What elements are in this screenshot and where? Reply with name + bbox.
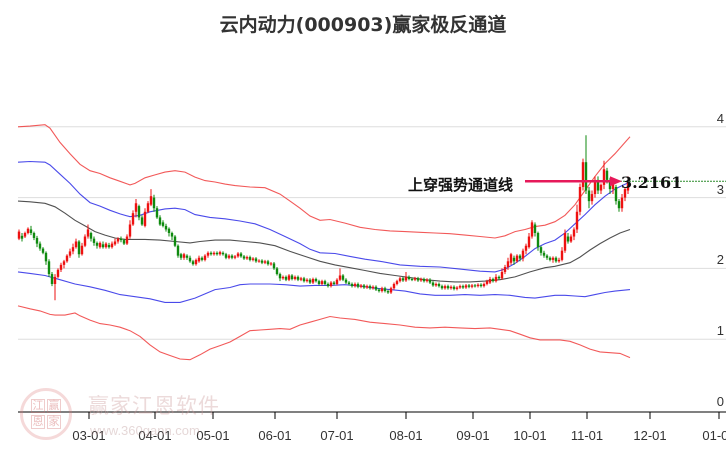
y-tick-label: 0: [716, 394, 724, 409]
y-tick-label: 3: [716, 181, 724, 197]
x-tick-label: 11-01: [570, 428, 604, 443]
outer_upper-line: [17, 124, 631, 239]
watermark-logo: 江 赢 恩 家: [20, 388, 72, 440]
watermark-logo-char: 江: [31, 399, 45, 413]
watermark-text: 赢家江恩软件: [88, 394, 220, 418]
x-tick-label: 12-01: [633, 428, 667, 443]
grid-lines: [18, 126, 726, 340]
y-tick-label: 1: [716, 323, 724, 339]
y-tick-label: 2: [716, 252, 724, 268]
watermark-logo-char: 恩: [31, 415, 45, 429]
inner_upper-line: [17, 160, 631, 273]
x-tick-label: 05-01: [196, 428, 230, 443]
x-tick-label: 06-01: [258, 428, 292, 443]
chart-title: 云内动力(000903)赢家极反通道: [219, 14, 507, 36]
y-tick-label: 4: [716, 110, 724, 126]
watermark-url: www.360gann.com: [90, 423, 200, 438]
x-tick-label: 07-01: [320, 428, 354, 443]
middle-line: [17, 200, 631, 283]
x-tick-label: 09-01: [456, 428, 490, 443]
x-tick-label: 03-01: [72, 428, 106, 443]
watermark-logo-char: 赢: [47, 399, 61, 413]
x-tick-label: 01-01: [702, 428, 726, 443]
x-tick-label: 04-01: [138, 428, 172, 443]
annotation-arrow: [525, 176, 726, 187]
x-tick-label: 10-01: [513, 428, 547, 443]
inner_lower-line: [17, 271, 631, 303]
x-axis: [18, 411, 726, 419]
annotation-label: 上穿强势通道线: [408, 176, 514, 194]
watermark-logo-char: 家: [47, 415, 61, 429]
x-tick-label: 08-01: [389, 428, 423, 443]
annotation-value: 3.2161: [621, 173, 683, 192]
outer_lower-line: [17, 305, 631, 361]
candlesticks: [17, 135, 630, 301]
